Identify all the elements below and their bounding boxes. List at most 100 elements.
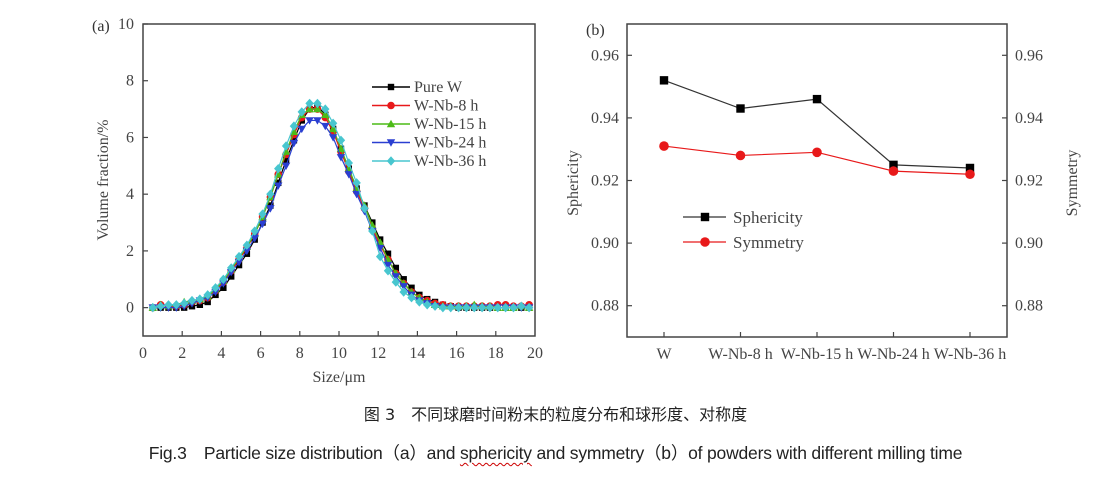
data-point: [313, 98, 322, 109]
y-tick-label: 8: [126, 73, 134, 90]
data-point: [430, 301, 440, 311]
data-point: [384, 250, 392, 257]
data-point: [375, 251, 385, 262]
data-point: [305, 98, 314, 109]
caption-english-spellcheck-word: sphericity: [459, 443, 532, 463]
data-point: [446, 302, 455, 313]
data-point: [517, 301, 526, 311]
panel-b-x-axis: W W-Nb-8 h W-Nb-15 h W-Nb-24 h W-Nb-36 h: [656, 332, 1006, 363]
data-point: [375, 244, 385, 253]
data-point: [408, 284, 415, 291]
data-point: [888, 166, 899, 176]
y-tick-label-right: 0.96: [1015, 47, 1043, 64]
x-tick-label: 14: [409, 345, 425, 362]
panel-a-size-distribution: 0 2 4 6 8 10 0 2 4 6 8 10 12 14 16 18 20 (a) Volume fra…: [92, 16, 543, 386]
data-point: [462, 302, 471, 313]
y-tick-label: 0.96: [591, 47, 619, 64]
y-tick-label: 0.88: [591, 298, 619, 315]
data-point: [305, 117, 314, 125]
figure: 0 2 4 6 8 10 0 2 4 6 8 10 12 14 16 18 20 (a) Volume fra…: [92, 16, 1081, 386]
x-tick-label: 6: [257, 345, 265, 362]
data-point: [281, 162, 291, 171]
y-tick-label: 0.94: [591, 110, 619, 127]
data-point: [313, 104, 322, 113]
legend-marker: [386, 156, 396, 166]
panel-b-frame: [626, 23, 1008, 338]
data-point: [344, 158, 353, 168]
data-point: [305, 104, 314, 113]
panel-b-y-label-left: Sphericity: [565, 150, 582, 216]
y-tick-label-right: 0.90: [1015, 235, 1043, 252]
data-point: [965, 169, 975, 180]
data-point: [250, 234, 259, 243]
data-point: [274, 182, 283, 190]
y-tick-label: 4: [126, 186, 134, 203]
data-point: [321, 122, 330, 131]
caption-english: Fig.3 Particle size distribution（a）and s…: [0, 440, 1111, 465]
legend-item: Pure W: [372, 79, 463, 96]
data-point: [289, 127, 299, 135]
x-tick-label: 4: [217, 345, 225, 362]
data-point: [289, 139, 299, 148]
panel-a-y-axis: 0 2 4 6 8 10: [118, 16, 148, 317]
data-point: [336, 144, 346, 152]
legend-label: W-Nb-8 h: [414, 98, 478, 115]
data-point: [812, 147, 822, 158]
data-point: [399, 287, 408, 297]
data-point: [470, 302, 479, 313]
legend-marker: [700, 212, 710, 222]
legend-item: W-Nb-15 h: [372, 116, 486, 133]
data-point: [164, 300, 173, 310]
data-point: [477, 302, 487, 313]
data-point: [234, 251, 244, 262]
data-point: [313, 117, 322, 125]
legend-label: W-Nb-36 h: [414, 153, 486, 170]
data-point: [274, 163, 283, 174]
data-point: [336, 154, 346, 162]
data-point: [509, 302, 518, 313]
data-point: [211, 288, 220, 297]
data-point: [407, 293, 416, 303]
data-point: [368, 226, 377, 236]
data-point: [659, 141, 669, 151]
data-point: [423, 300, 432, 310]
y-tick-label: 6: [126, 129, 134, 146]
data-point: [392, 264, 400, 272]
data-point: [659, 76, 669, 85]
data-point: [524, 302, 534, 313]
data-point: [454, 302, 463, 313]
panel-b-right-axis: 0.88 0.90 0.92 0.94 0.96: [1002, 47, 1043, 315]
series-w-nb-36-h: [148, 98, 534, 313]
data-point: [266, 189, 275, 199]
data-point: [297, 107, 306, 117]
x-tick-label: 0: [139, 345, 147, 362]
data-point: [219, 274, 228, 284]
legend-item: W-Nb-8 h: [372, 98, 478, 115]
panel-a-frame: [142, 23, 536, 337]
data-point: [250, 226, 259, 236]
data-point: [352, 178, 361, 188]
data-point: [234, 259, 244, 267]
panel-a-x-axis: 0 2 4 6 8 10 12 14 16 18 20: [139, 331, 543, 362]
data-point: [211, 283, 220, 293]
data-point: [391, 277, 401, 287]
data-point: [399, 283, 408, 291]
caption-english-part1: Fig.3 Particle size distribution（a）and: [148, 443, 460, 463]
legend-label: Pure W: [414, 79, 463, 96]
x-tick-label: 10: [331, 345, 347, 362]
legend-item: W-Nb-24 h: [372, 135, 486, 152]
x-tick-label: 18: [488, 345, 504, 362]
panel-b-series: [659, 76, 975, 180]
series-symmetry: [659, 141, 975, 180]
x-tick-label: 12: [370, 345, 386, 362]
legend-marker: [387, 83, 395, 91]
x-tick-label: 8: [296, 345, 304, 362]
x-tick-label: 16: [449, 345, 465, 362]
legend-label: W-Nb-24 h: [414, 135, 486, 152]
data-point: [266, 205, 275, 213]
data-point: [501, 302, 510, 313]
x-tick-label: 20: [527, 345, 543, 362]
data-point: [383, 266, 393, 276]
data-point: [258, 209, 267, 219]
data-point: [203, 290, 212, 300]
